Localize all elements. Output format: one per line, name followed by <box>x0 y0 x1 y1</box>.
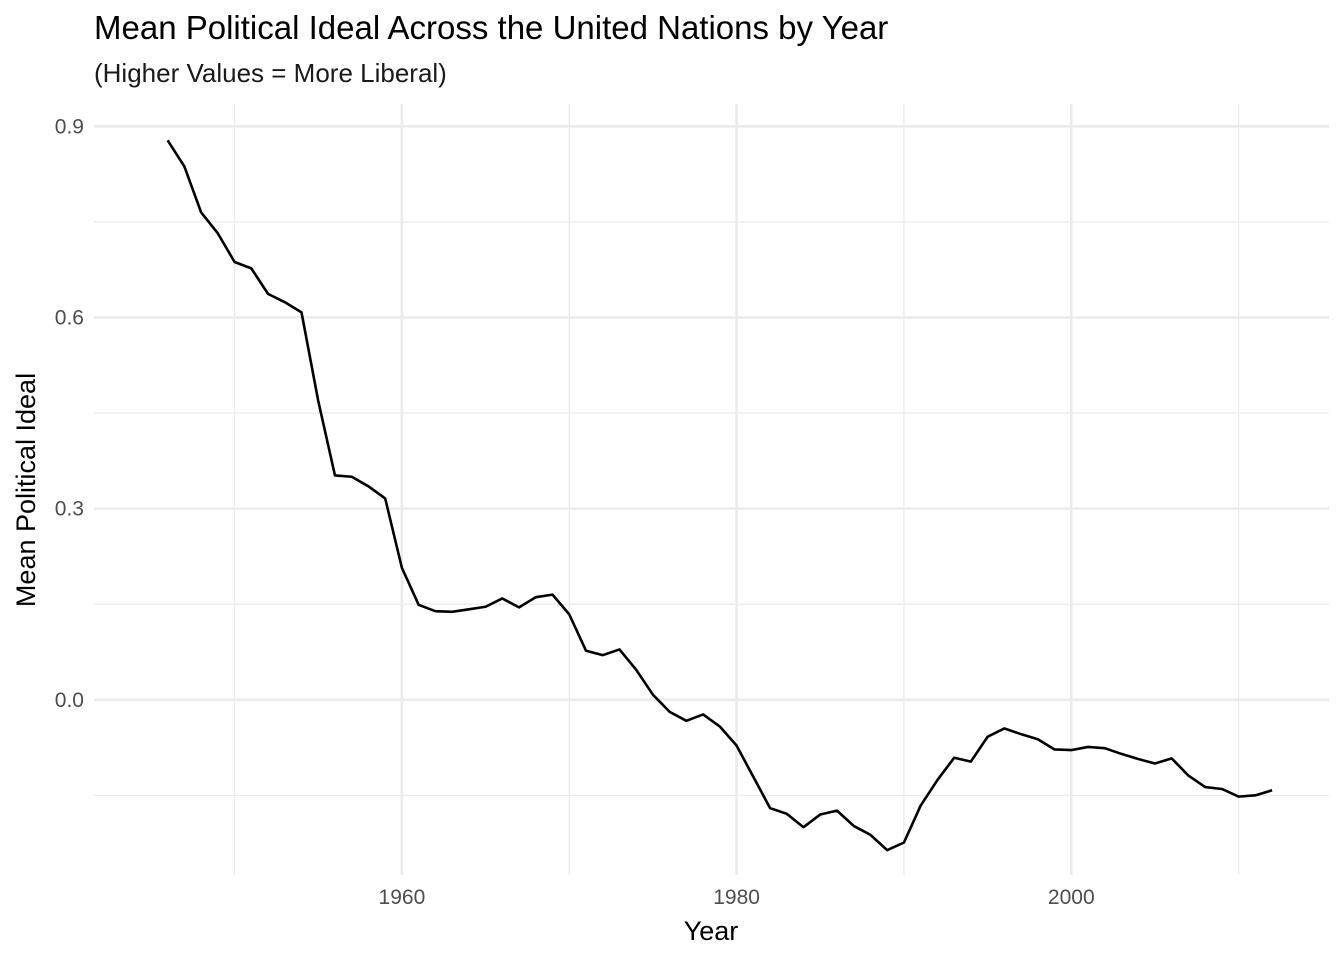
minor-gridlines <box>94 104 1329 875</box>
x-tick-label: 2000 <box>1048 886 1095 909</box>
x-tick-label: 1980 <box>713 886 760 909</box>
x-axis-tick-labels: 1960 1980 2000 <box>379 886 1095 909</box>
series-line-mean-political-ideal <box>166 139 1273 852</box>
y-tick-label: 0.3 <box>55 498 84 521</box>
x-tick-label: 1960 <box>379 886 426 909</box>
chart-title: Mean Political Ideal Across the United N… <box>94 9 888 46</box>
y-axis-title: Mean Political Ideal <box>11 373 41 607</box>
y-axis-tick-labels: 0.0 0.3 0.6 0.9 <box>55 115 84 711</box>
series-layer <box>166 139 1273 852</box>
x-axis-title: Year <box>684 916 739 946</box>
chart-subtitle: (Higher Values = More Liberal) <box>94 58 447 88</box>
y-tick-label: 0.6 <box>55 306 84 329</box>
y-tick-label: 0.9 <box>55 115 84 138</box>
y-tick-label: 0.0 <box>55 689 84 712</box>
